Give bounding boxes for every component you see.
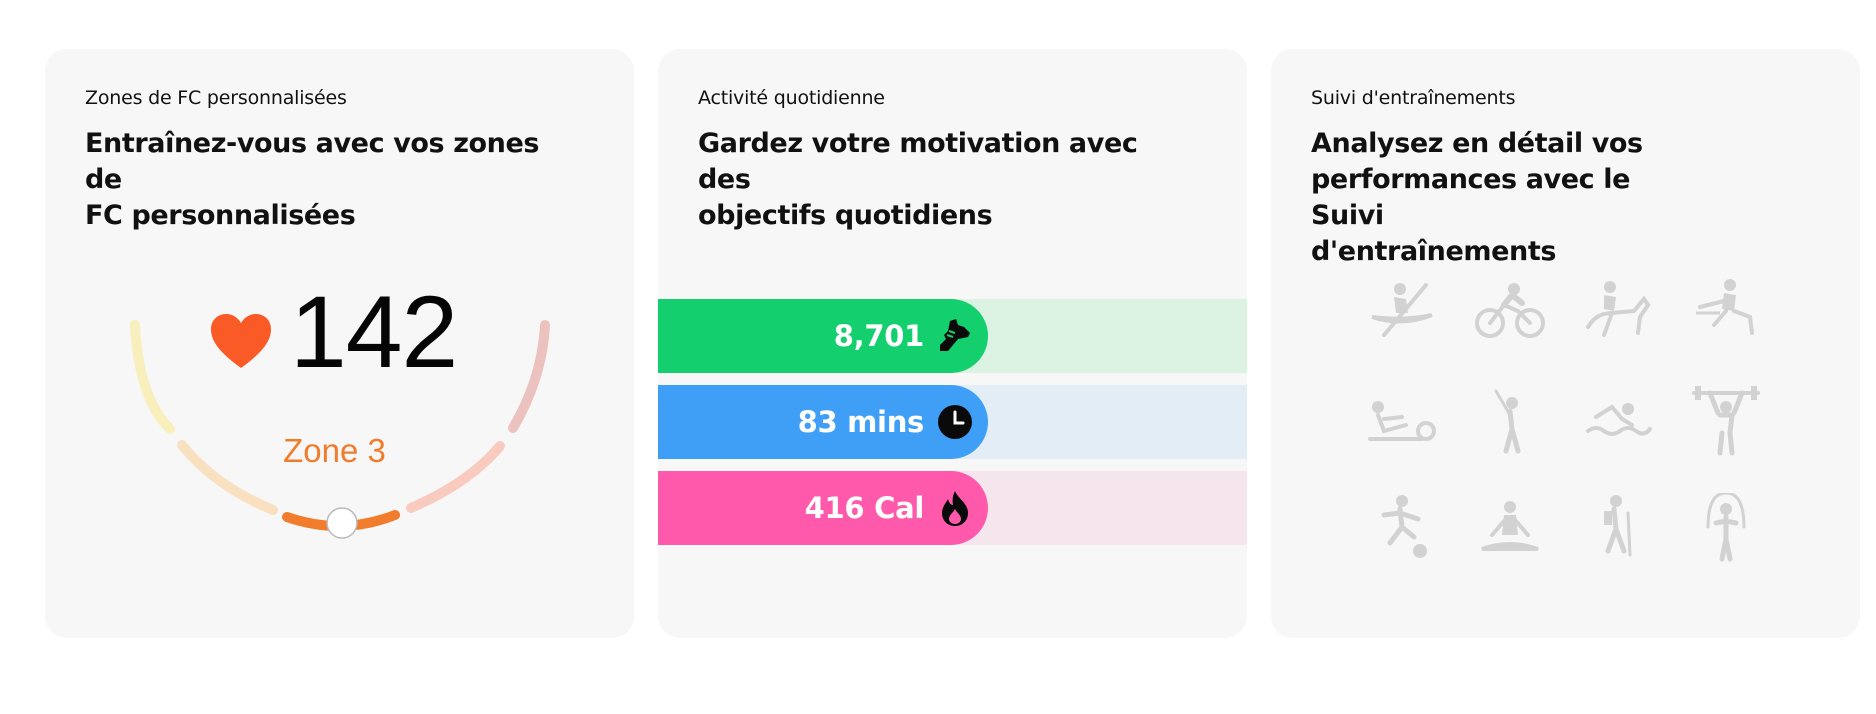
calories-bar: 416 Cal <box>658 471 1247 545</box>
hiking-icon <box>1582 493 1654 565</box>
horse-riding-icon <box>1582 277 1654 349</box>
heart-rate-value: 142 <box>290 275 458 389</box>
cycling-icon <box>1474 277 1546 349</box>
card-headline: Gardez votre motivation avec des objecti… <box>698 126 1168 234</box>
calories-value: 416 Cal <box>804 491 925 525</box>
card-headline: Analysez en détail vos performances avec… <box>1311 126 1711 270</box>
calories-bar-fill: 416 Cal <box>658 471 988 545</box>
rowing-machine-icon <box>1366 385 1438 457</box>
hurdles-icon <box>1690 277 1762 349</box>
weightlifting-icon <box>1690 385 1762 457</box>
clock-icon <box>936 403 974 441</box>
flame-icon <box>936 489 974 527</box>
steps-value: 8,701 <box>833 319 925 353</box>
card-eyebrow: Activité quotidienne <box>698 87 885 109</box>
headline-line: FC personnalisées <box>85 200 356 231</box>
headline-line: objectifs quotidiens <box>698 200 993 231</box>
swimming-icon <box>1582 385 1654 457</box>
card-eyebrow: Zones de FC personnalisées <box>85 87 347 109</box>
card-eyebrow: Suivi d'entraînements <box>1311 87 1516 109</box>
heart-icon <box>211 314 271 368</box>
active-time-bar-fill: 83 mins <box>658 385 988 459</box>
zone-1-arc <box>130 320 175 434</box>
card-headline: Entraînez-vous avec vos zones de FC pers… <box>85 126 555 234</box>
headline-line: d'entraînements <box>1311 236 1557 267</box>
hr-zones-card: Zones de FC personnalisées Entraînez-vou… <box>45 49 634 638</box>
steps-bar: 8,701 <box>658 299 1247 373</box>
golf-icon <box>1474 385 1546 457</box>
headline-line: Gardez votre motivation avec des <box>698 128 1138 195</box>
active-time-bar: 83 mins <box>658 385 1247 459</box>
daily-activity-card: Activité quotidienne Gardez votre motiva… <box>658 49 1247 638</box>
zone-5-arc <box>508 320 550 433</box>
workout-tracking-card: Suivi d'entraînements Analysez en détail… <box>1271 49 1860 638</box>
zone-2-arc <box>177 440 278 515</box>
soccer-icon <box>1366 493 1438 565</box>
jump-rope-icon <box>1690 491 1762 565</box>
steps-bar-fill: 8,701 <box>658 299 988 373</box>
kayak-icon <box>1366 277 1438 349</box>
shoe-icon <box>936 317 974 355</box>
zone-label-text: Zone 3 <box>283 432 386 469</box>
zone-4-arc <box>406 441 505 513</box>
headline-line: performances avec le Suivi <box>1311 164 1631 231</box>
headline-line: Analysez en détail vos <box>1311 128 1643 159</box>
yoga-icon <box>1474 493 1546 565</box>
active-time-value: 83 mins <box>797 405 925 439</box>
headline-line: Entraînez-vous avec vos zones de <box>85 128 540 195</box>
zone-indicator-knob <box>326 507 358 539</box>
zone-label: Zone 3 <box>45 432 634 470</box>
hr-zone-gauge <box>130 320 550 539</box>
